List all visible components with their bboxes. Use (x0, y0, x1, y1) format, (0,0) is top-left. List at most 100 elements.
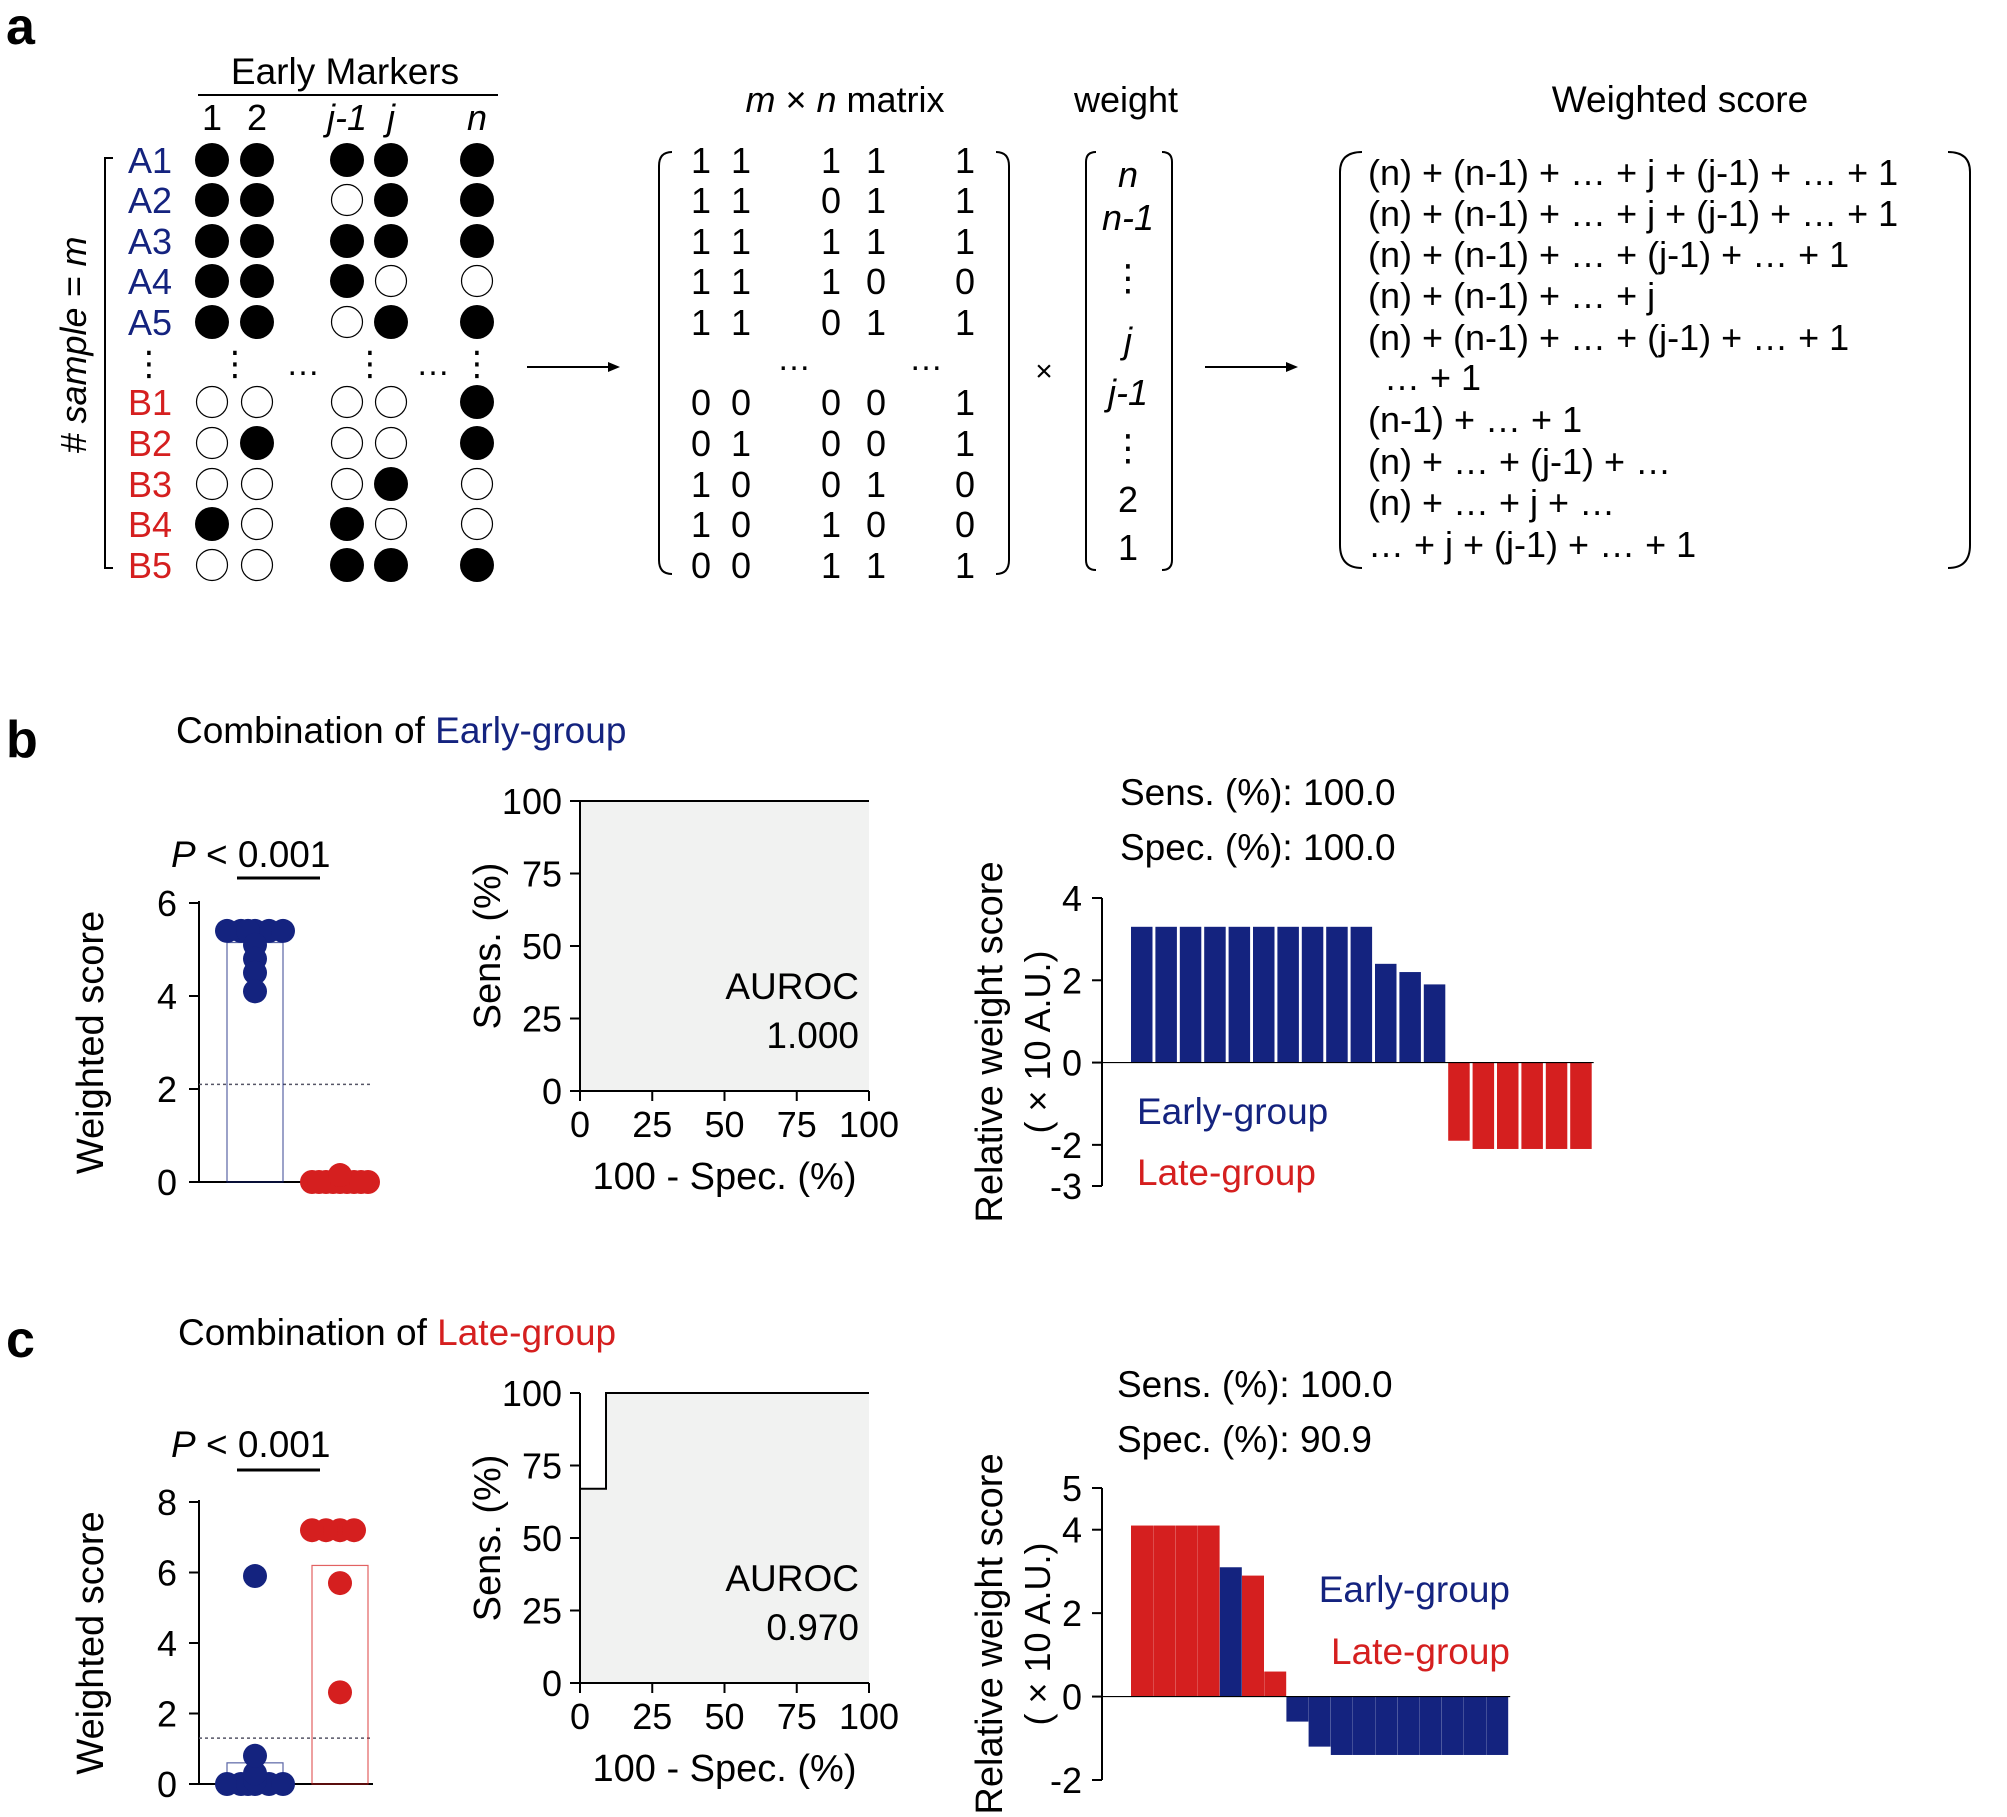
data-point (342, 1518, 366, 1543)
c-spec-text: Spec. (%): 90.9 (1117, 1419, 1372, 1460)
empty-dot (460, 264, 494, 298)
roc-area (580, 801, 869, 1091)
y-axis-label: Relative weight score (969, 1453, 1011, 1814)
score-row: … + 1 (1384, 357, 1481, 398)
y-axis-label: Relative weight score (969, 861, 1011, 1222)
b-legend-late: Late-group (1137, 1152, 1316, 1193)
arrow-2-head (1286, 362, 1298, 372)
empty-dot (330, 183, 364, 217)
matrix-right-bracket (995, 151, 1010, 575)
empty-dot (240, 385, 274, 419)
filled-dot (374, 548, 408, 582)
vdots-icon: ⋮ (1110, 257, 1146, 298)
empty-dot (195, 426, 229, 460)
matrix-cell: 0 (955, 504, 975, 545)
y-tick-label: 0 (1062, 1677, 1082, 1718)
x-tick-label: 0 (570, 1696, 590, 1737)
panel-c-title: Combination of Late-group (178, 1312, 616, 1353)
row-label-B3: B3 (128, 464, 172, 505)
matrix-cell: 0 (821, 382, 841, 423)
matrix-cell: 0 (821, 302, 841, 343)
y-tick-label: 75 (522, 1446, 562, 1487)
filled-dot (195, 264, 229, 298)
b-spec-text: Spec. (%): 100.0 (1120, 827, 1396, 868)
y-axis-label: Weighted score (70, 911, 112, 1174)
row-label-A2: A2 (128, 180, 172, 221)
data-point (243, 1743, 267, 1768)
panel-label-a: a (6, 0, 36, 56)
y-axis-label: Sens. (%) (467, 863, 509, 1030)
y-tick-label: 4 (1062, 878, 1082, 919)
matrix-cell: 1 (821, 504, 841, 545)
waterfall-bar (1375, 1696, 1398, 1755)
weight-value: n (1118, 154, 1138, 195)
y-axis-label: Sens. (%) (467, 1455, 509, 1622)
data-point (328, 1571, 352, 1596)
y-tick-label: -3 (1050, 1166, 1082, 1207)
weight-value: n-1 (1102, 197, 1154, 238)
matrix-cell: 1 (866, 545, 886, 586)
ellipsis-icon: … (909, 340, 943, 378)
panel-b: Combination of Early-group P < 0.001 024… (70, 710, 1594, 1223)
filled-dot (374, 467, 408, 501)
y-tick-label: 50 (522, 926, 562, 967)
matrix-cell: 1 (731, 302, 751, 343)
matrix-cell: 1 (731, 423, 751, 464)
c-sens-text: Sens. (%): 100.0 (1117, 1364, 1393, 1405)
matrix-cell: 1 (955, 382, 975, 423)
data-point (328, 1163, 352, 1188)
waterfall-bar (1197, 1525, 1220, 1697)
matrix-cell: 1 (821, 140, 841, 181)
filled-dot (240, 224, 274, 258)
waterfall-bar (1486, 1696, 1509, 1755)
score-row: (n) + (n-1) + … + j + (j-1) + … + 1 (1368, 193, 1898, 234)
ellipsis-icon: … (416, 345, 450, 383)
data-point (243, 960, 267, 985)
filled-dot (330, 507, 364, 541)
b-roc-plot: 0 25 50 75 100 0 25 50 75 100 100 - Spec. (%) Sens.… (467, 781, 899, 1198)
waterfall-bar (1397, 1696, 1420, 1755)
b-legend-early: Early-group (1137, 1091, 1328, 1132)
panel-label-b: b (6, 711, 38, 769)
score-row: (n) + (n-1) + … + j (1368, 275, 1655, 316)
matrix-cell: 1 (866, 302, 886, 343)
y-tick-label: 100 (502, 1373, 562, 1414)
y-tick-label: 6 (157, 1553, 177, 1594)
waterfall-bar (1521, 1062, 1543, 1149)
waterfall-bar (1375, 963, 1397, 1063)
matrix-cell: 1 (955, 302, 975, 343)
filled-dot (374, 224, 408, 258)
row-label-A4: A4 (128, 261, 172, 302)
waterfall-bar (1204, 926, 1226, 1063)
matrix-cell: 1 (731, 261, 751, 302)
filled-dot (460, 224, 494, 258)
ellipsis-icon: … (777, 340, 811, 378)
weight-left-bracket (1085, 151, 1097, 571)
x-tick-label: 75 (777, 1104, 817, 1145)
y-tick-label: 0 (157, 1162, 177, 1203)
matrix-cell: 1 (691, 180, 711, 221)
matrix-cell: 1 (691, 464, 711, 505)
matrix-cell: 1 (955, 545, 975, 586)
waterfall-bar (1353, 1696, 1375, 1755)
early-markers-header: Early Markers (231, 51, 459, 92)
vdots-icon: ⋮ (353, 345, 387, 383)
waterfall-bar (1350, 926, 1373, 1063)
empty-dot (330, 305, 364, 339)
panel-a: Early Markers 1 2 j-1 j n # sample = m A… (53, 51, 1971, 586)
filled-dot (195, 507, 229, 541)
matrix-cell: 0 (691, 423, 711, 464)
col-label-n: n (467, 97, 487, 138)
empty-dot (195, 385, 229, 419)
filled-dot (195, 305, 229, 339)
weight-title: weight (1073, 79, 1178, 120)
x-tick-label: 0 (570, 1104, 590, 1145)
data-point (243, 1564, 267, 1589)
matrix-cells: 1 1 1 1 11 1 0 1 11 1 1 1 11 1 1 0 01 1 0 1 10 0 0 0 10 1 0 0 11 0 0 1 0… (691, 140, 975, 586)
waterfall-bar (1330, 1696, 1353, 1755)
waterfall-bar (1155, 926, 1177, 1063)
y-tick-label: 0 (157, 1764, 177, 1805)
y-tick-label: 0 (542, 1663, 562, 1704)
filled-dot (240, 264, 274, 298)
